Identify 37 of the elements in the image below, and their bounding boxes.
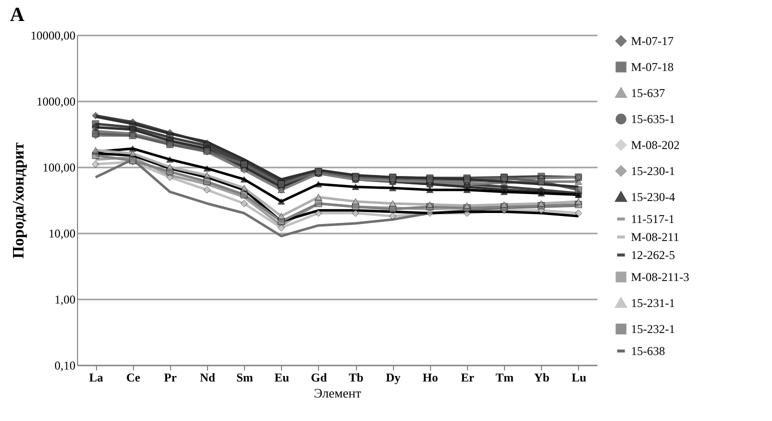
legend-label: M-08-211-3: [631, 270, 690, 284]
x-tick-label: Eu: [274, 370, 290, 384]
x-tick-label: Ho: [422, 370, 438, 384]
legend-label: 12-262-5: [631, 248, 675, 262]
legend-label: 15-635-1: [631, 112, 675, 126]
legend-label: 15-638: [631, 344, 665, 358]
x-tick-label: Sm: [236, 370, 253, 384]
x-tick-label: Ce: [126, 370, 141, 384]
x-axis-title: Элемент: [314, 386, 362, 400]
legend-label: M-08-211: [631, 230, 680, 244]
legend-label: 15-230-4: [631, 190, 675, 204]
x-tick-label: Er: [460, 370, 475, 384]
y-tick-label: 1000,00: [36, 94, 76, 108]
x-tick-label: Gd: [310, 370, 328, 384]
y-tick-label: 0,10: [54, 358, 76, 372]
legend-label: M-07-17: [631, 34, 674, 48]
legend-label: 15-232-1: [631, 322, 675, 336]
legend-label: 15-230-1: [631, 164, 675, 178]
y-axis-title: Порода/хондрит: [10, 142, 28, 259]
legend-label: M-08-202: [631, 138, 680, 152]
legend-label: 11-517-1: [631, 212, 675, 226]
y-tick-label: 10,00: [48, 226, 76, 240]
y-tick-label: 1,00: [54, 292, 76, 306]
chart-title: A: [10, 4, 25, 26]
x-tick-label: Dy: [386, 370, 401, 384]
x-tick-label: La: [89, 370, 104, 384]
x-tick-label: Pr: [164, 370, 178, 384]
legend-label: 15-637: [631, 86, 665, 100]
x-tick-label: Yb: [534, 370, 550, 384]
y-tick-label: 10000,00: [30, 28, 76, 42]
legend-label: 15-231-1: [631, 296, 675, 310]
x-tick-label: Nd: [200, 370, 216, 384]
x-tick-label: Lu: [572, 370, 587, 384]
x-tick-label: Tb: [348, 370, 364, 384]
legend-label: M-07-18: [631, 60, 674, 74]
x-tick-label: Tm: [496, 370, 514, 384]
y-tick-label: 100,00: [42, 160, 76, 174]
